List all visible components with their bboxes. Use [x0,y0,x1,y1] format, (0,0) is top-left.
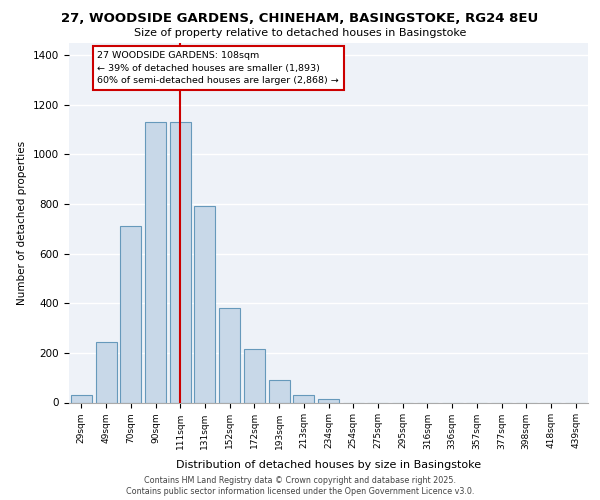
Bar [269,380,290,402]
Bar [293,395,314,402]
Bar [71,395,92,402]
Bar [244,349,265,403]
Bar [219,308,240,402]
Text: 27, WOODSIDE GARDENS, CHINEHAM, BASINGSTOKE, RG24 8EU: 27, WOODSIDE GARDENS, CHINEHAM, BASINGST… [61,12,539,26]
Bar [145,122,166,402]
Bar [194,206,215,402]
Text: Contains public sector information licensed under the Open Government Licence v3: Contains public sector information licen… [126,488,474,496]
Bar [318,399,339,402]
Bar [120,226,141,402]
Y-axis label: Number of detached properties: Number of detached properties [17,140,28,304]
X-axis label: Distribution of detached houses by size in Basingstoke: Distribution of detached houses by size … [176,460,481,469]
Text: 27 WOODSIDE GARDENS: 108sqm
← 39% of detached houses are smaller (1,893)
60% of : 27 WOODSIDE GARDENS: 108sqm ← 39% of det… [97,51,339,85]
Text: Size of property relative to detached houses in Basingstoke: Size of property relative to detached ho… [134,28,466,38]
Bar [95,342,116,402]
Bar [170,122,191,402]
Text: Contains HM Land Registry data © Crown copyright and database right 2025.: Contains HM Land Registry data © Crown c… [144,476,456,485]
